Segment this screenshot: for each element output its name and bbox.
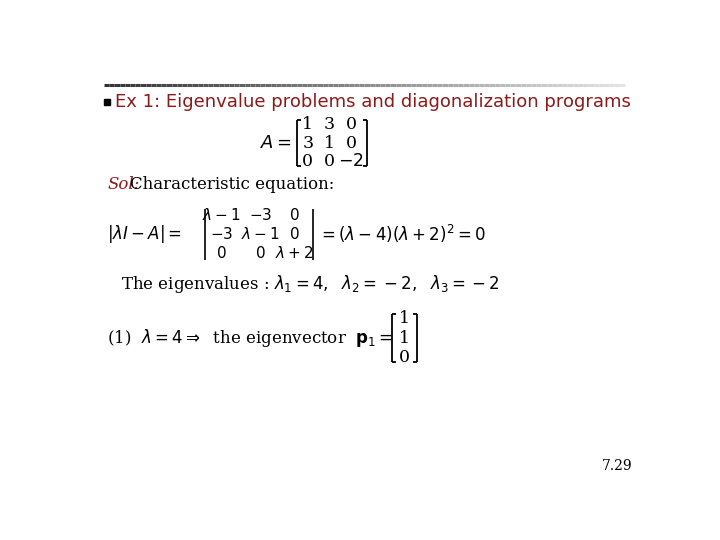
Text: Sol:: Sol: xyxy=(107,176,140,193)
Text: $-2$: $-2$ xyxy=(338,153,364,170)
Text: 3: 3 xyxy=(324,116,335,133)
Text: (1)  $\lambda = 4 \Rightarrow$  the eigenvector  $\mathbf{p}_1 =$: (1) $\lambda = 4 \Rightarrow$ the eigenv… xyxy=(107,327,393,349)
Text: Characteristic equation:: Characteristic equation: xyxy=(130,176,335,193)
Text: $0$: $0$ xyxy=(255,246,266,261)
Text: $\lambda -1$: $\lambda -1$ xyxy=(241,226,280,242)
Text: $\lambda +2$: $\lambda +2$ xyxy=(274,246,313,261)
Text: $-3$: $-3$ xyxy=(210,226,233,242)
Text: The eigenvalues : $\lambda_1 = 4,$  $\lambda_2 = -2,$  $\lambda_3 = -2$: The eigenvalues : $\lambda_1 = 4,$ $\lam… xyxy=(121,273,500,295)
Text: 0: 0 xyxy=(346,116,356,133)
Text: 7.29: 7.29 xyxy=(602,459,632,473)
Text: $0$: $0$ xyxy=(217,246,227,261)
Text: $0$: $0$ xyxy=(289,207,299,223)
Text: 0: 0 xyxy=(346,135,356,152)
Text: 1: 1 xyxy=(324,135,335,152)
Text: $0$: $0$ xyxy=(289,226,299,242)
Text: $|\lambda I - A|=$: $|\lambda I - A|=$ xyxy=(107,223,182,245)
Text: 1: 1 xyxy=(399,310,410,327)
Text: $=(\lambda -4)(\lambda +2)^{2}=0$: $=(\lambda -4)(\lambda +2)^{2}=0$ xyxy=(318,223,486,245)
Text: $\lambda -1$: $\lambda -1$ xyxy=(202,207,241,223)
Text: 0: 0 xyxy=(302,153,313,170)
Text: 3: 3 xyxy=(302,135,313,152)
Text: 0: 0 xyxy=(324,153,335,170)
Text: 1: 1 xyxy=(302,116,313,133)
Text: $-3$: $-3$ xyxy=(249,207,272,223)
Text: 1: 1 xyxy=(399,329,410,347)
Text: 0: 0 xyxy=(399,349,410,366)
Text: $A=$: $A=$ xyxy=(260,134,292,152)
Text: Ex 1: Eigenvalue problems and diagonalization programs: Ex 1: Eigenvalue problems and diagonaliz… xyxy=(114,93,631,111)
